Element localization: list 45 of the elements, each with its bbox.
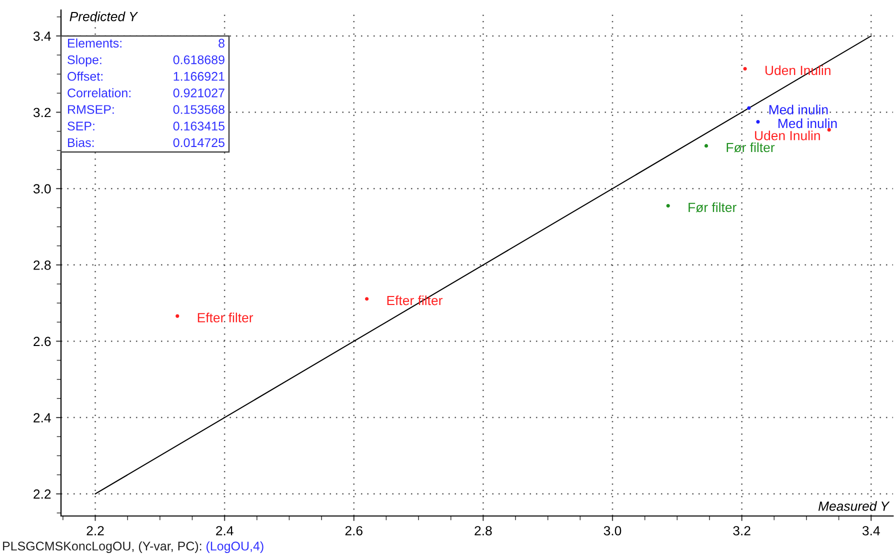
text: Med inulin (778, 118, 837, 128)
x-tick-label: 3.4 (862, 526, 880, 536)
point (176, 314, 180, 318)
annotation: 1.166921 (174, 72, 224, 81)
annotation: 8 (218, 38, 224, 48)
text: Før filter (688, 202, 736, 212)
annotation: 0.921027 (173, 88, 224, 98)
y-tick-label: 2.2 (34, 489, 51, 499)
annotation: RMSEP: (68, 105, 114, 114)
point (666, 204, 670, 208)
series-label: Med inulin (769, 104, 828, 114)
point (704, 144, 708, 148)
x-tick-label: 2.6 (345, 526, 362, 536)
annotation: Offset: (68, 72, 102, 81)
text: PLSGCMSKoncLogOU, (Y-var, PC): (3, 541, 202, 553)
point (756, 120, 760, 124)
annotation: 0.014725 (173, 138, 224, 148)
y-tick-label: 2.4 (34, 413, 51, 422)
y-tick-label: 2.6 (34, 336, 51, 346)
annotation: 0.618689 (173, 55, 224, 64)
x-tick-label: 2.8 (474, 526, 492, 536)
series-label: Efter filter (198, 312, 254, 322)
annotation: Elements: (68, 38, 122, 48)
y-tick-label: 3.0 (33, 184, 51, 194)
x-tick-label: 3.0 (604, 526, 622, 536)
y-tick-label: 2.8 (34, 260, 51, 270)
annotation: SEP: (68, 122, 94, 130)
y-tick-label: 3.2 (33, 108, 51, 118)
x-tick-label: 2.4 (216, 526, 234, 536)
point (747, 106, 751, 110)
y-axis-title: Predicted Y (70, 12, 138, 22)
x-tick-label: 2.2 (86, 526, 104, 536)
series-label: Før filter (726, 142, 775, 152)
x-axis-title: Measured Y (818, 501, 890, 511)
series-label: Uden Inulin (755, 130, 820, 140)
annotation: Slope: (68, 55, 102, 67)
annotation: 0.153568 (173, 105, 224, 114)
annotation: Bias: (68, 138, 94, 148)
annotation: Correlation: (68, 88, 130, 98)
x-tick-label: 3.2 (733, 526, 750, 536)
text: (LogOU,4) (206, 541, 264, 553)
point (365, 297, 369, 301)
y-tick-label: 3.4 (33, 32, 51, 41)
annotation: 0.163415 (173, 122, 224, 130)
point (743, 66, 747, 71)
